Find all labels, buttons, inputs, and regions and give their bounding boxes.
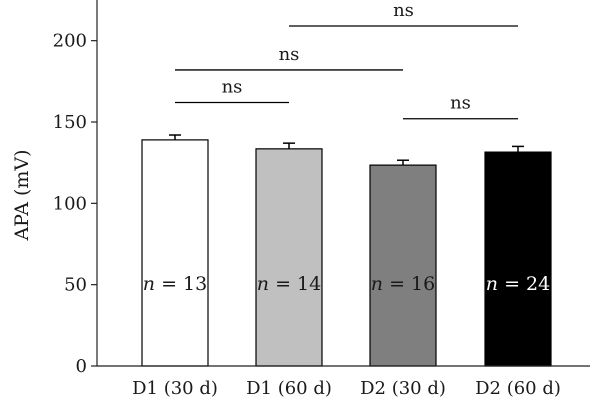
bar (484, 151, 552, 367)
n-symbol: n (371, 273, 383, 295)
y-tick-label: 150 (53, 112, 87, 133)
x-tick-label: D1 (60 d) (246, 378, 332, 399)
bar (369, 164, 437, 367)
y-tick-label: 100 (53, 193, 87, 214)
significance-label: ns (279, 44, 300, 65)
n-value: = 16 (383, 273, 435, 295)
n-value: = 14 (269, 273, 321, 295)
y-axis-label: APA (mV) (11, 149, 33, 241)
bars: n = 13 n = 14 n = 16 n = 24 (141, 134, 552, 367)
x-axis: D1 (30 d) D1 (60 d) D2 (30 d) D2 (60 d) (97, 365, 590, 399)
bar-n-label: n = 24 (486, 273, 550, 295)
n-symbol: n (486, 273, 498, 295)
n-symbol: n (143, 273, 155, 295)
n-symbol: n (257, 273, 269, 295)
bar-n-label: n = 16 (371, 273, 435, 295)
x-tick-label: D2 (30 d) (360, 378, 446, 399)
significance-label: ns (222, 76, 243, 97)
significance-label: ns (450, 93, 471, 114)
bar (255, 148, 323, 367)
y-axis: 0 50 100 150 200 (53, 0, 98, 377)
significance-label: ns (393, 0, 414, 21)
x-tick-label: D1 (30 d) (132, 378, 218, 399)
x-tick-label: D2 (60 d) (475, 378, 561, 399)
n-value: = 24 (498, 273, 550, 295)
bar-n-label: n = 14 (257, 273, 321, 295)
bar (141, 139, 209, 367)
y-tick-label: 200 (53, 31, 87, 52)
significance-brackets: ns ns ns ns (175, 0, 518, 120)
y-tick-label: 50 (64, 275, 87, 296)
y-tick-label: 0 (76, 356, 87, 377)
bar-n-label: n = 13 (143, 273, 207, 295)
n-value: = 13 (155, 273, 207, 295)
